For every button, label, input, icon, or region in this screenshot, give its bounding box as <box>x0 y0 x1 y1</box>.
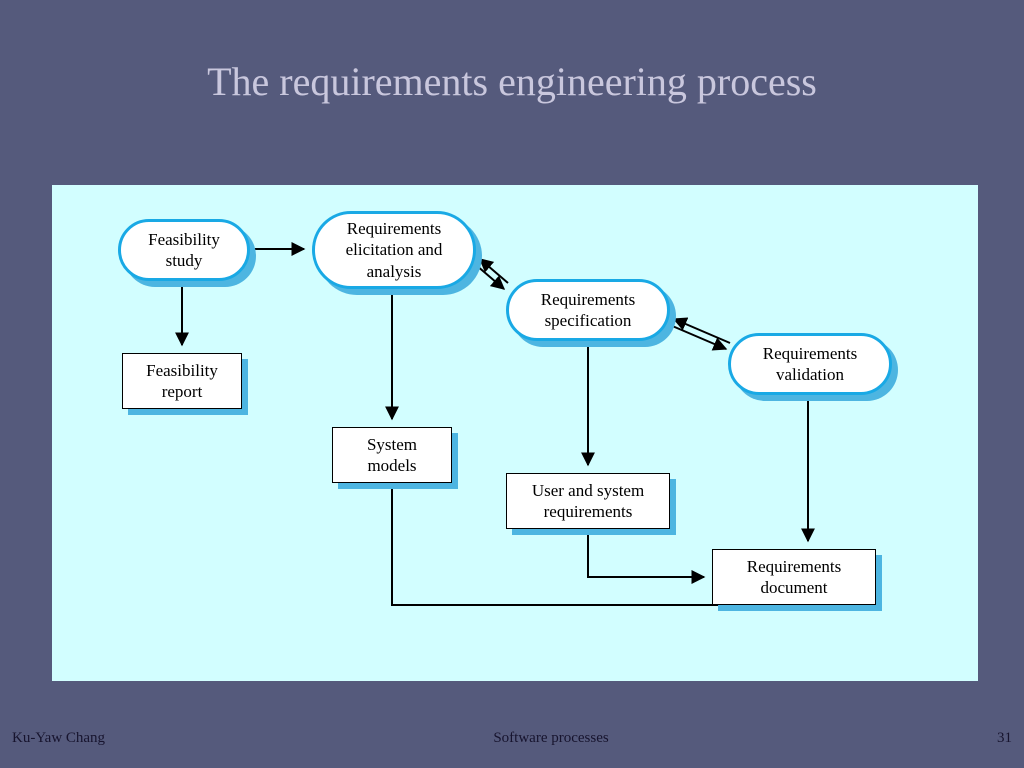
process-node: Feasibility study <box>118 219 250 281</box>
footer: Ku-Yaw Chang Software processes 31 <box>0 730 1024 747</box>
process-node: Requirements specification <box>506 279 670 341</box>
footer-author: Ku-Yaw Chang <box>12 730 105 747</box>
slide-title: The requirements engineering process <box>0 58 1024 105</box>
artifact-node: Requirements document <box>712 549 876 605</box>
arrow <box>588 533 704 577</box>
artifact-node: User and system requirements <box>506 473 670 529</box>
process-node: Requirements elicitation and analysis <box>312 211 476 289</box>
diagram-canvas: Feasibility study Requirements elicitatio… <box>52 185 978 681</box>
process-node: Requirements validation <box>728 333 892 395</box>
footer-page: 31 <box>997 730 1012 747</box>
slide: The requirements engineering process Fea… <box>0 0 1024 768</box>
footer-title: Software processes <box>493 730 608 747</box>
artifact-node: Feasibility report <box>122 353 242 409</box>
artifact-node: System models <box>332 427 452 483</box>
